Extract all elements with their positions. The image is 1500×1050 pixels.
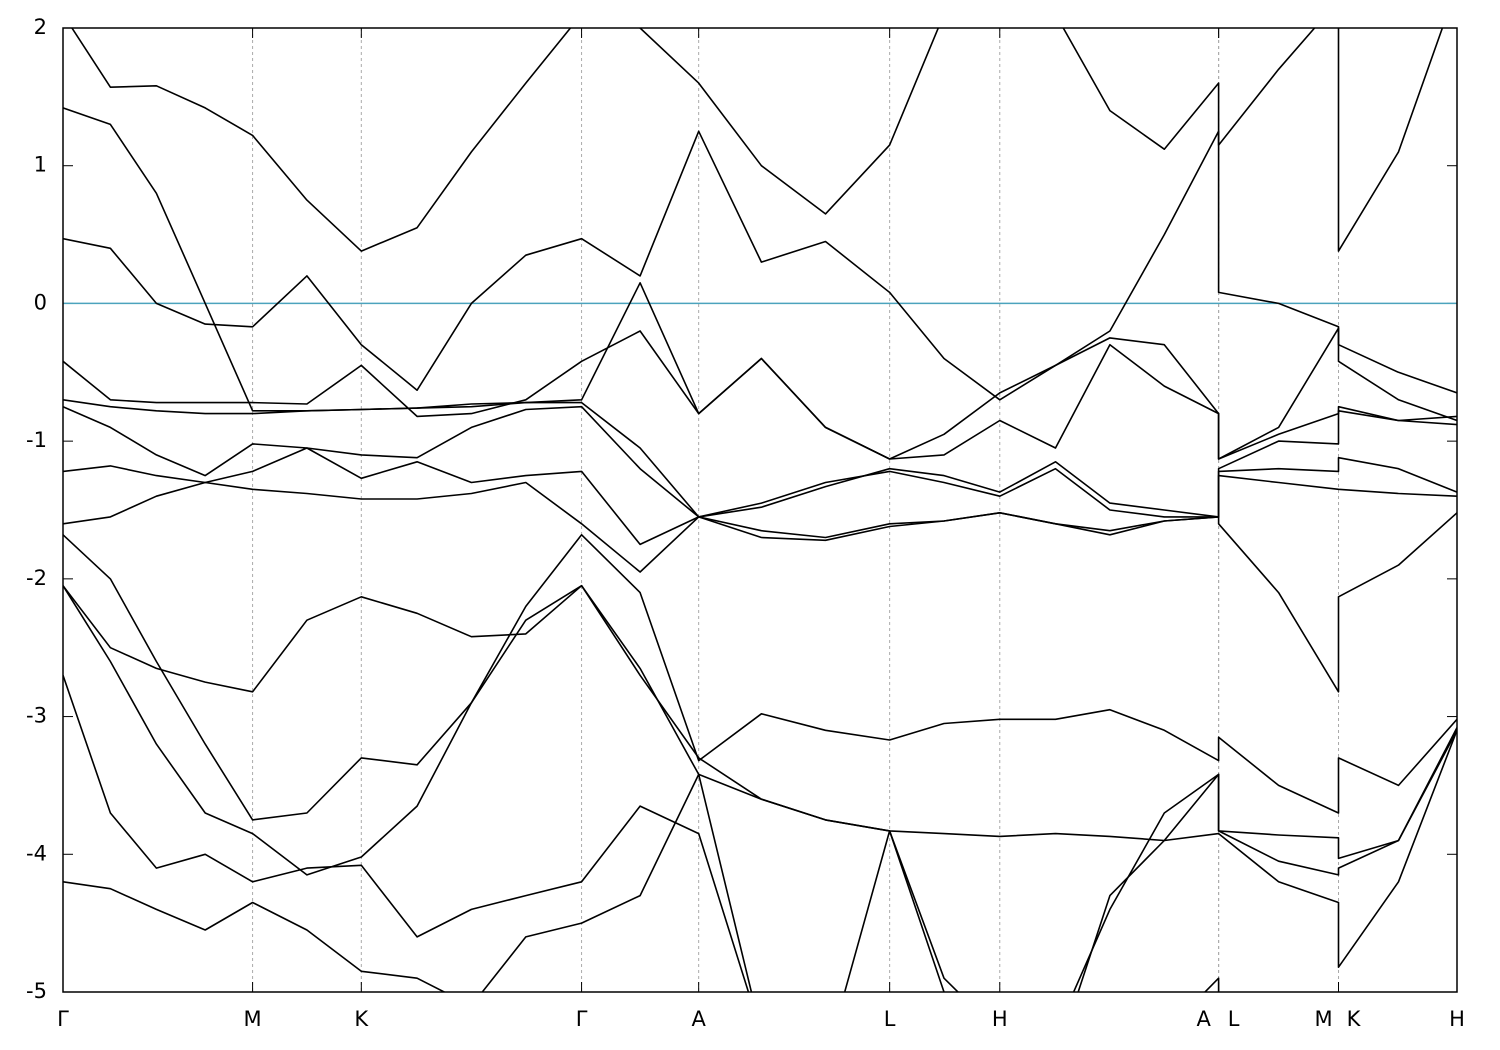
- band-line: [71, 28, 1444, 252]
- band-line: [63, 447, 1457, 546]
- x-tick-label: A: [1196, 1007, 1211, 1031]
- x-tick-label: A: [691, 1007, 706, 1031]
- x-tick-label: H: [992, 1007, 1008, 1031]
- y-tick-label: -1: [26, 428, 47, 452]
- x-tick-label: L: [884, 1007, 896, 1031]
- y-tick-label: 2: [34, 15, 47, 39]
- x-tick-label: K: [354, 1007, 369, 1031]
- grid: [62, 27, 1458, 993]
- x-tick-label: Γ: [576, 1007, 588, 1031]
- band-line: [63, 584, 1457, 992]
- x-tick-label: K: [1347, 1007, 1362, 1031]
- y-tick-label: -3: [26, 704, 47, 728]
- band-line: [63, 534, 1457, 821]
- band-line: [63, 773, 1220, 992]
- band-line: [63, 107, 1457, 460]
- band-line: [63, 327, 1457, 460]
- x-tick-label: M: [1314, 1007, 1332, 1031]
- band-line: [63, 405, 1457, 518]
- band-line: [63, 481, 1457, 693]
- y-tick-label: -2: [26, 566, 47, 590]
- y-tick-label: 0: [34, 290, 47, 314]
- band-line: [63, 675, 1457, 992]
- plot-frame: [62, 27, 1458, 993]
- x-tick-label: Γ: [57, 1007, 69, 1031]
- y-tick-label: -5: [26, 979, 47, 1003]
- y-tick-label: -4: [26, 841, 47, 865]
- x-tick-label: M: [244, 1007, 262, 1031]
- y-tick-label: 1: [34, 153, 47, 177]
- bands: [63, 28, 1457, 992]
- x-tick-label: H: [1449, 1007, 1465, 1031]
- band-line: [63, 130, 1457, 401]
- x-tick-label: L: [1228, 1007, 1240, 1031]
- band-line: [63, 399, 1457, 518]
